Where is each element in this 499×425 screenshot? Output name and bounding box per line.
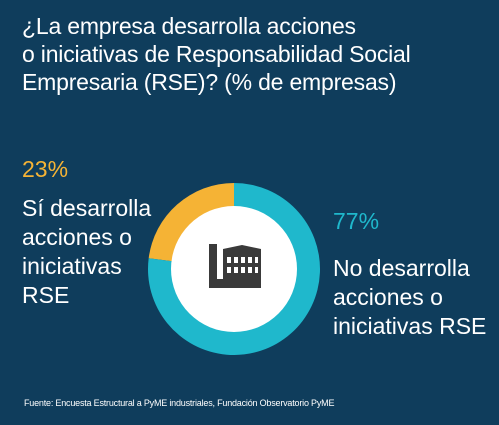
yes-percent-label: 23% xyxy=(22,156,69,182)
title-line-2: o iniciativas de Responsabilidad Social xyxy=(22,41,411,67)
no-label-line-1: No desarrolla xyxy=(333,255,470,281)
title-line-1: ¿La empresa desarrolla acciones xyxy=(22,13,356,39)
no-percent-label: 77% xyxy=(333,208,380,234)
no-category-label: No desarrolla acciones o iniciativas RSE xyxy=(333,254,493,341)
no-label-line-3: iniciativas RSE xyxy=(333,313,487,339)
yes-label-line-2: acciones o xyxy=(22,224,132,250)
yes-category-label: Sí desarrolla acciones o iniciativas RSE xyxy=(22,194,172,310)
yes-label-line-3: iniciativas xyxy=(22,253,122,279)
yes-label-line-4: RSE xyxy=(22,282,70,308)
title-line-3: Empresaria (RSE)? (% de empresas) xyxy=(22,69,397,95)
yes-label-line-1: Sí desarrolla xyxy=(22,195,152,221)
donut-chart xyxy=(148,183,320,355)
chart-title: ¿La empresa desarrolla acciones o inicia… xyxy=(22,12,482,96)
no-label-line-2: acciones o xyxy=(333,284,443,310)
source-note: Fuente: Encuesta Estructural a PyME indu… xyxy=(24,398,335,408)
factory-icon xyxy=(209,244,261,288)
